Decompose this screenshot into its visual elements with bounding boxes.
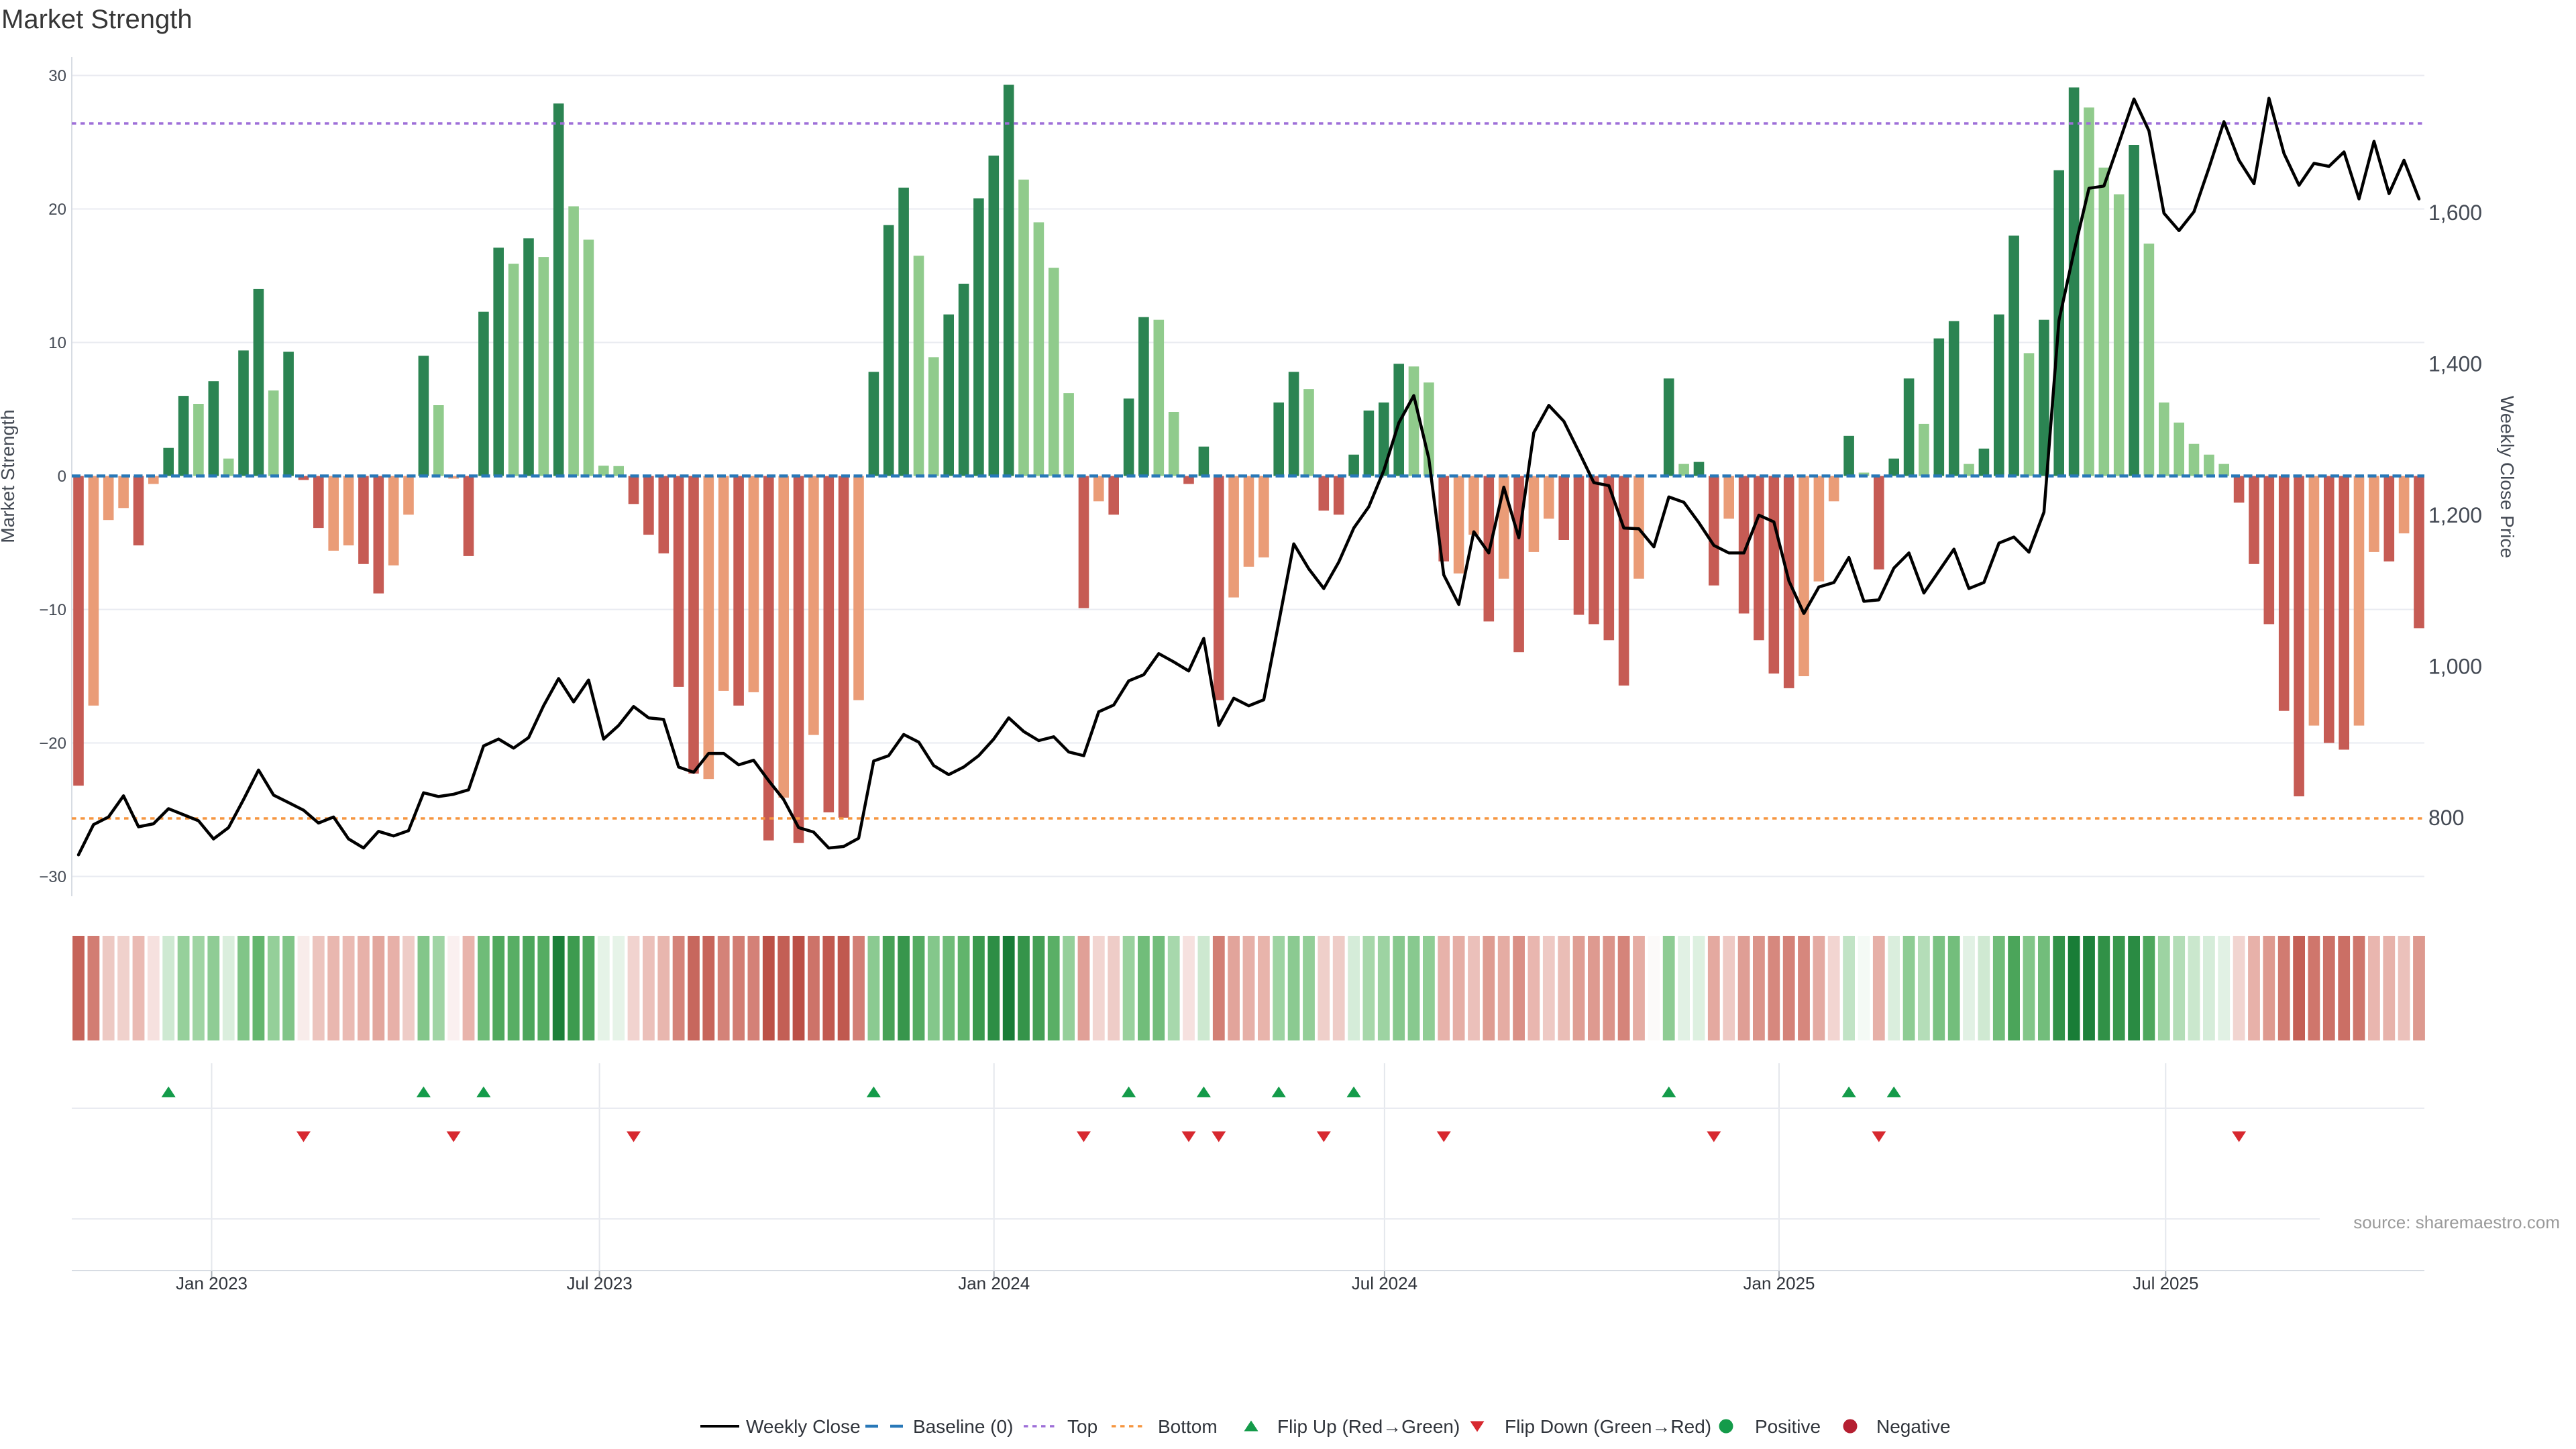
svg-text:10: 10 [48,334,66,352]
svg-text:Flip Down (Green→Red): Flip Down (Green→Red) [1505,1416,1711,1437]
svg-text:Jul 2023: Jul 2023 [566,1273,632,1293]
svg-text:Positive: Positive [1755,1416,1821,1437]
svg-text:−30: −30 [39,868,66,886]
svg-text:source: sharemaestro.com: source: sharemaestro.com [2353,1212,2560,1232]
svg-text:Negative: Negative [1876,1416,1951,1437]
svg-text:800: 800 [2428,806,2464,830]
svg-text:Jul 2024: Jul 2024 [1352,1273,1417,1293]
svg-text:Jan 2024: Jan 2024 [958,1273,1030,1293]
svg-text:Market Strength: Market Strength [1,5,193,34]
svg-text:20: 20 [48,201,66,219]
svg-text:1,000: 1,000 [2428,654,2482,678]
svg-text:−10: −10 [39,601,66,619]
svg-text:Jan 2025: Jan 2025 [1743,1273,1815,1293]
svg-text:Jul 2025: Jul 2025 [2133,1273,2198,1293]
svg-text:Baseline (0): Baseline (0) [913,1416,1013,1437]
svg-text:Bottom: Bottom [1158,1416,1218,1437]
svg-text:1,400: 1,400 [2428,352,2482,376]
svg-text:1,200: 1,200 [2428,503,2482,527]
svg-text:Weekly Close: Weekly Close [746,1416,861,1437]
svg-text:1,600: 1,600 [2428,201,2482,225]
svg-text:30: 30 [48,67,66,85]
svg-text:Flip Up (Red→Green): Flip Up (Red→Green) [1277,1416,1460,1437]
svg-text:Jan 2023: Jan 2023 [176,1273,248,1293]
svg-text:0: 0 [58,468,66,486]
svg-text:Weekly Close Price: Weekly Close Price [2497,396,2518,558]
svg-text:Top: Top [1067,1416,1097,1437]
svg-text:−20: −20 [39,735,66,753]
svg-text:Market Strength: Market Strength [0,409,18,543]
